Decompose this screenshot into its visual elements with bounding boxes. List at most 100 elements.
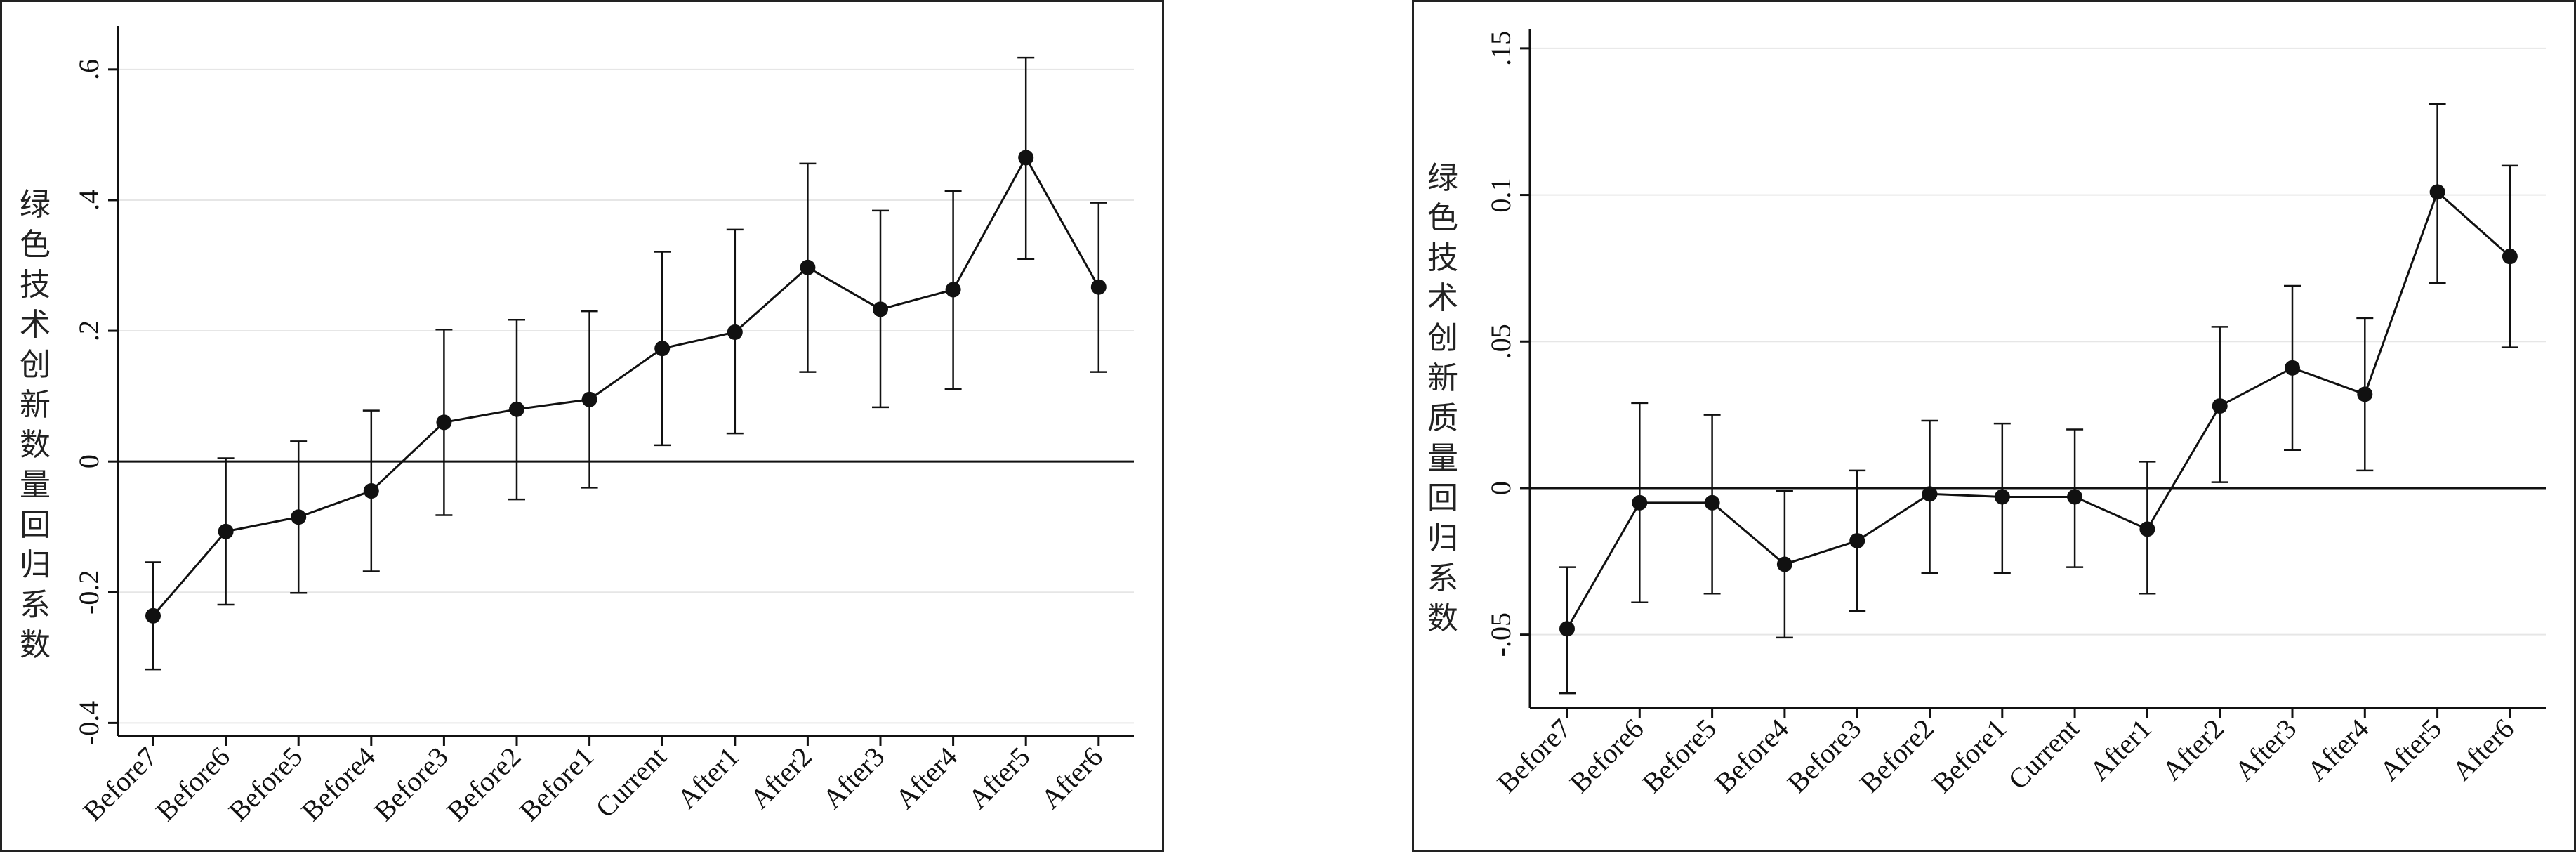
x-tick-label: Before6: [1564, 713, 1650, 799]
quality-chart-svg: -.050.050.1.15Before7Before6Before5Befor…: [1485, 29, 2546, 799]
y-axis-label-char: 回: [1427, 480, 1458, 516]
y-tick-label: -0.4: [73, 701, 105, 745]
x-tick-label: Before4: [1708, 713, 1795, 799]
x-tick-label: Before2: [440, 741, 527, 827]
data-point: [1090, 279, 1107, 295]
y-axis-label-char: 新: [1427, 360, 1458, 396]
chart-panel-quality: -.05 0.05 0.1.15 Before7 Before6 Before5 Befor…: [1412, 0, 2576, 852]
series-line: [152, 155, 1100, 617]
x-tick-label: After2: [744, 741, 818, 815]
x-tick-label: After4: [2301, 713, 2375, 787]
y-axis-label-char: 归: [1427, 520, 1458, 556]
y-axis-label-char: 色: [1427, 200, 1458, 236]
y-axis-label-char: 术: [20, 307, 51, 343]
data-point: [581, 391, 597, 407]
y-axis-label-char: 数: [20, 427, 51, 463]
data-point: [363, 483, 379, 499]
quantity-chart-svg: -0.4-0.20.2.4.6Before7Before6Before5Befo…: [73, 26, 1134, 827]
series-line: [1566, 190, 2511, 630]
x-tick-label: After2: [2155, 713, 2230, 787]
y-axis-label-char: 创: [1427, 320, 1458, 356]
x-tick-label: After1: [2083, 713, 2158, 787]
y-tick-label: .15: [1485, 31, 1517, 66]
y-tick-label: 0: [1485, 481, 1517, 495]
data-point: [654, 341, 671, 357]
y-axis-label: 绿色技术创新质量回归系数: [1425, 158, 1460, 638]
x-tick-label: After6: [2446, 713, 2521, 787]
data-point: [1922, 486, 1938, 502]
y-tick-label: 0.1: [1485, 178, 1517, 213]
x-tick-label: Before5: [223, 741, 309, 827]
y-axis-label-char: 量: [20, 467, 51, 503]
chart-panel-quantity: -0.4 -0.2 0.2.4.6 Before7 Before6 Before5 Befo…: [0, 0, 1164, 852]
data-point: [2429, 184, 2445, 200]
x-tick-label: Before6: [150, 741, 236, 827]
y-axis-label-char: 创: [20, 347, 51, 383]
y-axis-label-char: 绿: [20, 187, 51, 223]
data-point: [218, 523, 234, 539]
panel-gap: [1164, 0, 1412, 852]
data-point: [945, 282, 961, 298]
y-tick-label: -.05: [1485, 612, 1517, 657]
data-point: [2285, 360, 2300, 376]
x-tick-label: Before7: [77, 741, 163, 827]
y-axis-label-char: 回: [20, 507, 51, 543]
data-point: [873, 301, 888, 317]
y-axis-label-char: 技: [1427, 240, 1458, 276]
data-point: [1994, 489, 2010, 505]
y-tick-label: .2: [73, 320, 105, 341]
data-point: [509, 401, 524, 417]
x-tick-label: Before1: [513, 741, 600, 827]
y-tick-label: 0: [73, 454, 105, 468]
data-point: [727, 324, 743, 340]
data-point: [2212, 398, 2228, 414]
x-tick-label: Current: [2002, 713, 2085, 796]
x-tick-label: Before2: [1854, 713, 1940, 799]
data-point: [800, 259, 816, 275]
data-point: [1632, 494, 1648, 511]
x-tick-label: Before5: [1636, 713, 1722, 799]
data-point: [2139, 521, 2155, 537]
y-axis-label-char: 技: [20, 267, 51, 303]
x-tick-label: After5: [962, 741, 1036, 815]
y-axis-label-char: 系: [1427, 560, 1458, 596]
y-axis-label-char: 绿: [1427, 160, 1458, 196]
data-point: [1559, 621, 1575, 637]
x-tick-label: After1: [671, 741, 746, 815]
x-tick-label: Before7: [1491, 713, 1577, 799]
y-axis-label-char: 新: [20, 387, 51, 423]
y-tick-label: .6: [73, 59, 105, 80]
x-tick-label: Before3: [368, 741, 454, 827]
y-tick-label: .4: [73, 190, 105, 211]
data-point: [145, 607, 161, 624]
y-axis-label: 绿色技术创新数量回归系数: [18, 185, 53, 665]
data-point: [2502, 249, 2518, 265]
x-tick-label: After4: [889, 741, 963, 815]
y-tick-label: -0.2: [73, 570, 105, 615]
y-axis-label-char: 数: [20, 627, 51, 663]
y-axis-label-char: 数: [1427, 600, 1458, 636]
y-axis-label-char: 质: [1427, 400, 1458, 436]
y-axis-label-char: 色: [20, 227, 51, 263]
y-axis-label-char: 术: [1427, 280, 1458, 316]
y-axis-label-char: 量: [1427, 440, 1458, 476]
y-tick-label: .05: [1485, 324, 1517, 359]
data-point: [291, 509, 307, 525]
x-tick-label: After5: [2373, 713, 2448, 787]
x-tick-label: Before4: [295, 741, 381, 827]
x-tick-label: After6: [1035, 741, 1109, 815]
data-point: [2357, 386, 2373, 402]
data-point: [1704, 494, 1720, 511]
data-point: [2067, 489, 2083, 505]
x-tick-label: After3: [2228, 713, 2303, 787]
y-axis-label-char: 系: [20, 587, 51, 623]
data-point: [1849, 533, 1865, 549]
y-axis-label-char: 归: [20, 547, 51, 583]
x-tick-label: Before1: [1926, 713, 2012, 799]
data-point: [1776, 556, 1792, 572]
data-point: [1018, 150, 1034, 166]
x-tick-label: Current: [589, 741, 672, 824]
x-tick-label: Before3: [1781, 713, 1868, 799]
data-point: [436, 414, 452, 431]
x-tick-label: After3: [817, 741, 891, 815]
